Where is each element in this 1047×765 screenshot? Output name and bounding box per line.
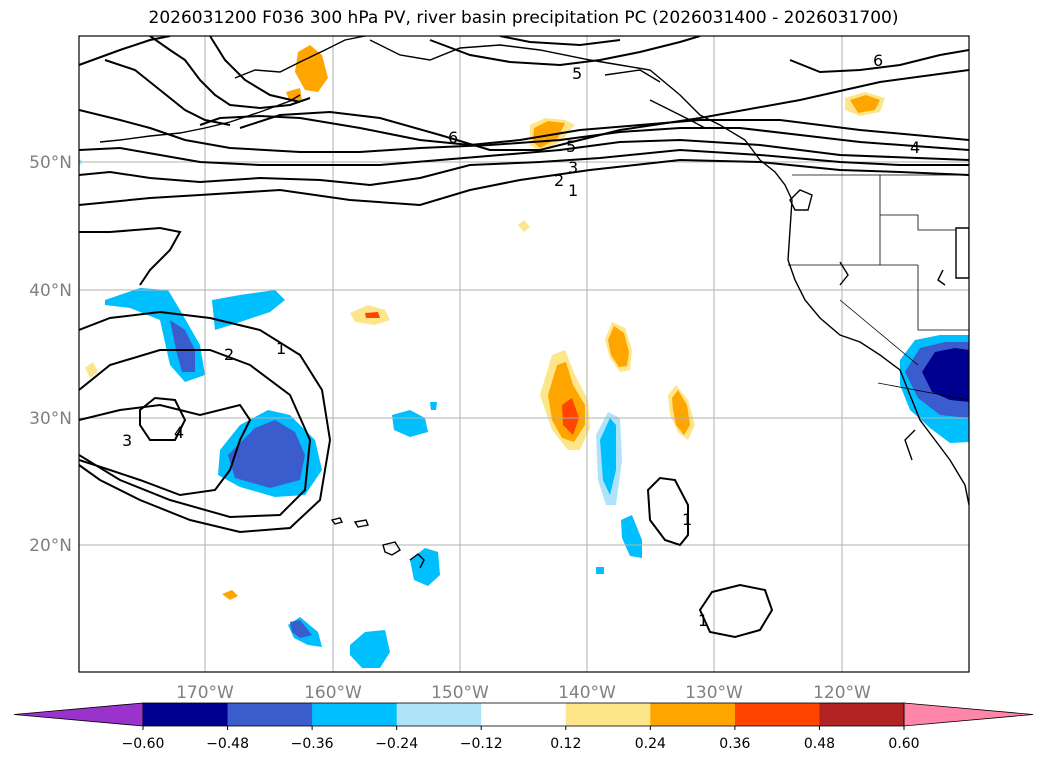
colorbar-tick-label: 0.36 [719, 736, 750, 752]
colorbar-box [396, 703, 482, 726]
lon-tick-120w: 120°W [813, 683, 871, 703]
colorbar-box [819, 703, 905, 726]
pv-contour-3-north [79, 138, 969, 166]
pv-contour-1-south [79, 310, 332, 534]
pv-contour-2-north [79, 148, 969, 187]
coastlines [99, 36, 969, 569]
colorbar-tick-label: −0.36 [291, 736, 334, 752]
pv-label-4-south: 4 [174, 423, 184, 442]
pv-label-2-south: 2 [224, 345, 234, 364]
pv-label-4-east: 4 [910, 138, 920, 157]
lat-tick-20: 20°N [29, 536, 72, 556]
colorbar-frame [142, 702, 905, 727]
colorbar-tick-label: −0.48 [206, 736, 249, 752]
colorbar-box [227, 703, 313, 726]
colorbar-extend-min [13, 702, 144, 727]
pv-contours [79, 36, 969, 639]
lon-tick-labels: 170°W 160°W 150°W 140°W 130°W 120°W [176, 683, 871, 703]
colorbar-tick-label: 0.12 [550, 736, 581, 752]
lat-tick-50: 50°N [29, 153, 72, 173]
pv-contour-4-north [79, 109, 969, 153]
pv-label-1-north: 1 [568, 181, 578, 200]
pv-contour-5-north [199, 114, 969, 147]
state-borders [788, 174, 969, 401]
pv-label-1-south: 1 [276, 339, 286, 358]
lon-tick-130w: 130°W [685, 683, 743, 703]
pv-label-1-southeast: 1 [698, 611, 708, 630]
lon-tick-160w: 160°W [304, 683, 362, 703]
colorbar-box [650, 703, 736, 726]
colorbar-extend-max [903, 702, 1034, 727]
colorbar-box [734, 703, 820, 726]
pv-label-1-east: 1 [682, 510, 692, 529]
pv-label-3-south: 3 [122, 431, 132, 450]
lat-tick-labels: 50°N 40°N 30°N 20°N [29, 153, 72, 556]
plot-area [79, 36, 969, 672]
colorbar-box [565, 703, 651, 726]
pos-patch-gulf [295, 45, 328, 92]
colorbar-tick-label: −0.12 [460, 736, 503, 752]
colorbar-tick-label: −0.24 [375, 736, 418, 752]
pv-label-6-northeast: 6 [873, 51, 883, 70]
lon-tick-140w: 140°W [558, 683, 616, 703]
map-title: 2026031200 F036 300 hPa PV, river basin … [148, 8, 899, 28]
pv-label-6-north: 6 [448, 128, 458, 147]
pv-contour-labels: 1 2 3 4 5 5 6 6 1 2 3 4 1 1 [122, 51, 920, 630]
lat-tick-40: 40°N [29, 281, 72, 301]
plot-frame [78, 35, 970, 673]
pv-label-2-north: 2 [554, 171, 564, 190]
colorbar-box [312, 703, 398, 726]
lon-tick-170w: 170°W [176, 683, 234, 703]
pv-label-3-north: 3 [568, 158, 578, 177]
colorbar-tick-label: 0.24 [635, 736, 666, 752]
pv-contour-6-north [239, 69, 969, 151]
colorbar-tick-label: −0.60 [122, 736, 165, 752]
lat-tick-30: 30°N [29, 409, 72, 429]
pv-label-5-north: 5 [566, 137, 576, 156]
colorbar-box [143, 703, 229, 726]
colorbar-tick-label: 0.60 [888, 736, 919, 752]
lon-tick-150w: 150°W [431, 683, 489, 703]
colorbar: −0.60 −0.48 −0.36 −0.24 −0.12 0.12 0.24 0.36 0.4… [13, 702, 1034, 752]
pv-label-5-alaska: 5 [572, 64, 582, 83]
pv-contour-1-north [79, 158, 969, 207]
colorbar-box [481, 703, 567, 726]
colorbar-tick-label: 0.48 [804, 736, 835, 752]
